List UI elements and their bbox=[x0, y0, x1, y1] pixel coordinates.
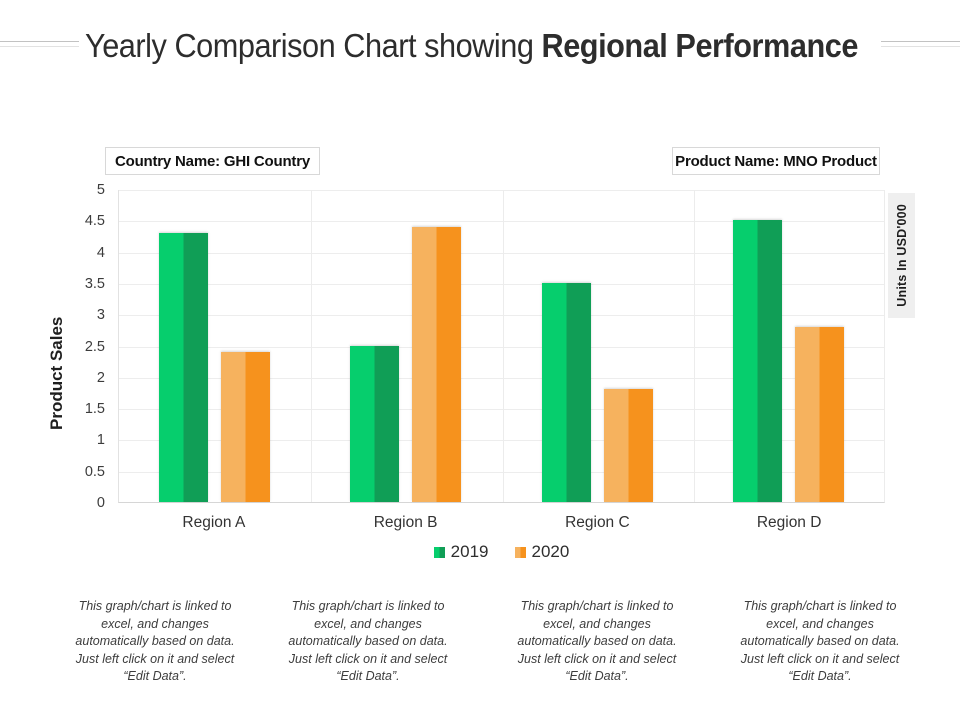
header-rule-left-top bbox=[0, 41, 79, 42]
x-label-region-c: Region C bbox=[565, 514, 630, 531]
bar-2019-region-b bbox=[350, 345, 400, 502]
product-name-box: Product Name: MNO Product bbox=[672, 147, 880, 175]
plot-area bbox=[118, 190, 885, 503]
legend-swatch-2019 bbox=[433, 546, 445, 558]
h-gridline bbox=[119, 283, 884, 285]
legend-label-2020: 2020 bbox=[531, 542, 570, 561]
x-label-region-a: Region A bbox=[182, 514, 246, 531]
y-tick-2.5: 2.5 bbox=[84, 338, 105, 355]
bar-group-region-d bbox=[693, 190, 884, 502]
v-gridline bbox=[310, 190, 312, 502]
bar-2020-region-d bbox=[794, 326, 844, 502]
bar-group-region-b bbox=[310, 190, 501, 502]
bar-2020-region-b bbox=[412, 226, 462, 502]
secondary-axis-title: Units In USD'000 bbox=[894, 204, 909, 307]
h-gridline bbox=[119, 252, 884, 254]
country-name-box: Country Name: GHI Country bbox=[105, 147, 320, 175]
bar-group-region-a bbox=[119, 190, 310, 502]
x-label-region-d: Region D bbox=[756, 514, 822, 531]
bar-2020-region-a bbox=[221, 351, 271, 502]
bar-2019-region-c bbox=[541, 282, 591, 502]
footnote-3: This graph/chart is linked to excel, and… bbox=[517, 599, 677, 683]
y-tick-1: 1 bbox=[96, 432, 105, 449]
h-gridline bbox=[119, 221, 884, 223]
h-gridline bbox=[119, 377, 884, 379]
y-tick-2: 2 bbox=[96, 369, 105, 386]
v-gridline bbox=[694, 190, 696, 502]
h-gridline bbox=[119, 190, 884, 191]
legend-label-2019: 2019 bbox=[450, 542, 489, 561]
page-title: Yearly Comparison Chart showing Regional… bbox=[85, 27, 858, 65]
header-rule-right-bottom bbox=[881, 46, 960, 47]
bar-2019-region-d bbox=[732, 220, 782, 502]
footnote-4: This graph/chart is linked to excel, and… bbox=[740, 599, 900, 683]
h-gridline bbox=[119, 346, 884, 348]
footnote-2: This graph/chart is linked to excel, and… bbox=[288, 599, 448, 683]
y-tick-1.5: 1.5 bbox=[84, 401, 105, 418]
page-title-bold: Regional Performance bbox=[541, 27, 858, 64]
page-title-regular: Yearly Comparison Chart showing bbox=[85, 27, 542, 64]
y-tick-4: 4 bbox=[96, 244, 105, 261]
country-name-label: Country Name: GHI Country bbox=[114, 152, 310, 170]
y-tick-0.5: 0.5 bbox=[84, 463, 105, 480]
bar-group-region-c bbox=[502, 190, 693, 502]
secondary-axis-box: Units In USD'000 bbox=[888, 193, 915, 318]
chart-legend: 2019 2020 bbox=[118, 542, 885, 562]
y-tick-3.5: 3.5 bbox=[84, 275, 105, 292]
bar-groups bbox=[119, 190, 884, 502]
y-axis-tick-labels: 0 0.5 1 1.5 2 2.5 3 3.5 4 4.5 5 bbox=[0, 182, 105, 511]
h-gridline bbox=[119, 471, 884, 473]
footnote-1: This graph/chart is linked to excel, and… bbox=[75, 599, 235, 683]
legend-swatch-2020 bbox=[514, 546, 526, 558]
footnotes-row: This graph/chart is linked to excel, and… bbox=[0, 598, 960, 698]
header-rule-left-bottom bbox=[0, 46, 79, 47]
y-tick-0: 0 bbox=[96, 495, 105, 511]
bar-2019-region-a bbox=[159, 232, 209, 502]
x-label-region-b: Region B bbox=[373, 514, 438, 531]
product-name-label: Product Name: MNO Product bbox=[675, 152, 877, 170]
h-gridline bbox=[119, 315, 884, 317]
y-tick-5: 5 bbox=[96, 182, 105, 198]
legend-item-2020: 2020 bbox=[514, 542, 570, 562]
legend-item-2019: 2019 bbox=[433, 542, 489, 562]
header-rule-right-top bbox=[881, 41, 960, 42]
h-gridline bbox=[119, 440, 884, 442]
y-tick-3: 3 bbox=[96, 307, 105, 324]
x-axis-labels: Region A Region B Region C Region D bbox=[118, 514, 885, 532]
y-tick-4.5: 4.5 bbox=[84, 213, 105, 230]
h-gridline bbox=[119, 409, 884, 411]
v-gridline bbox=[502, 190, 504, 502]
bar-2020-region-c bbox=[603, 389, 653, 502]
